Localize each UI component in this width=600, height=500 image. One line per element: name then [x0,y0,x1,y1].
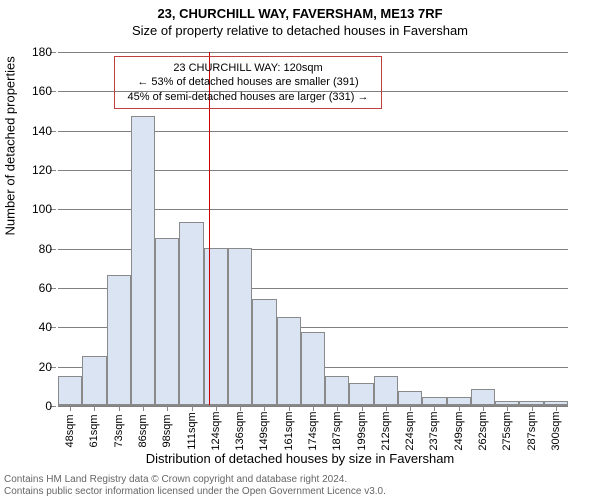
x-tick [313,405,314,411]
y-tick-label: 60 [12,281,52,295]
x-tick-label: 124sqm [210,411,222,450]
x-tick [119,405,120,411]
y-tick-label: 180 [12,45,52,59]
y-tick-label: 40 [12,320,52,334]
x-tick [386,405,387,411]
x-tick [410,405,411,411]
histogram-bar [325,376,349,406]
histogram-bar [447,397,471,405]
chart-subtitle: Size of property relative to detached ho… [0,21,600,38]
grid: 02040608010012014016018048sqm61sqm73sqm8… [58,52,568,406]
histogram-bar [471,389,495,405]
x-tick-label: 136sqm [234,411,246,450]
chart-container: 23, CHURCHILL WAY, FAVERSHAM, ME13 7RF S… [0,0,600,500]
x-axis-title: Distribution of detached houses by size … [0,451,600,466]
x-tick-label: 212sqm [380,411,392,450]
x-tick [264,405,265,411]
histogram-bar [277,317,301,406]
x-tick [167,405,168,411]
footer-line-2: Contains public sector information licen… [4,486,386,498]
histogram-bar [349,383,373,405]
x-tick [337,405,338,411]
x-tick-label: 161sqm [283,411,295,450]
x-tick-label: 48sqm [64,414,76,447]
x-tick [459,405,460,411]
x-tick [556,405,557,411]
annotation-box: 23 CHURCHILL WAY: 120sqm← 53% of detache… [114,56,382,109]
histogram-bar [58,376,82,406]
histogram-bar [155,238,179,405]
histogram-bar [82,356,106,405]
y-tick-label: 140 [12,124,52,138]
histogram-bar [179,222,203,405]
plot-area: 02040608010012014016018048sqm61sqm73sqm8… [58,52,568,406]
chart-title: 23, CHURCHILL WAY, FAVERSHAM, ME13 7RF [0,0,600,21]
x-tick-label: 86sqm [137,414,149,447]
footer-attribution: Contains HM Land Registry data © Crown c… [4,474,386,498]
histogram-bar [301,332,325,405]
histogram-bar [131,116,155,405]
x-tick [216,405,217,411]
y-tick-label: 20 [12,360,52,374]
annotation-line: 23 CHURCHILL WAY: 120sqm [123,61,373,75]
histogram-bar [374,376,398,406]
x-tick-label: 73sqm [113,414,125,447]
histogram-bar [228,248,252,405]
y-tick-label: 160 [12,84,52,98]
x-tick [240,405,241,411]
x-tick-label: 300sqm [550,411,562,450]
histogram-bar [398,391,422,405]
annotation-line: ← 53% of detached houses are smaller (39… [123,75,373,89]
y-tick-label: 120 [12,163,52,177]
x-tick-label: 187sqm [331,411,343,450]
x-tick-label: 237sqm [428,411,440,450]
x-tick-label: 111sqm [186,412,198,450]
gridline [58,52,568,53]
footer-line-1: Contains HM Land Registry data © Crown c… [4,474,386,486]
x-tick [362,405,363,411]
x-tick-label: 98sqm [161,414,173,447]
y-tick-label: 0 [12,399,52,413]
x-tick [507,405,508,411]
histogram-bar [107,275,131,405]
histogram-bar [204,248,228,405]
x-tick [434,405,435,411]
x-tick [532,405,533,411]
x-tick [94,405,95,411]
x-tick [192,405,193,411]
x-tick-label: 275sqm [501,411,513,450]
y-tick-label: 100 [12,202,52,216]
x-tick-label: 287sqm [526,411,538,450]
x-tick [143,405,144,411]
x-tick-label: 262sqm [477,411,489,450]
x-tick [289,405,290,411]
histogram-bar [252,299,276,405]
x-tick-label: 174sqm [307,411,319,450]
x-tick-label: 199sqm [356,411,368,450]
histogram-bar [422,397,446,405]
x-tick-label: 149sqm [258,411,270,450]
x-tick-label: 249sqm [453,411,465,450]
x-tick [483,405,484,411]
annotation-line: 45% of semi-detached houses are larger (… [123,90,373,104]
x-tick-label: 61sqm [88,414,100,447]
x-tick [70,405,71,411]
y-tick-label: 80 [12,242,52,256]
x-tick-label: 224sqm [404,411,416,450]
